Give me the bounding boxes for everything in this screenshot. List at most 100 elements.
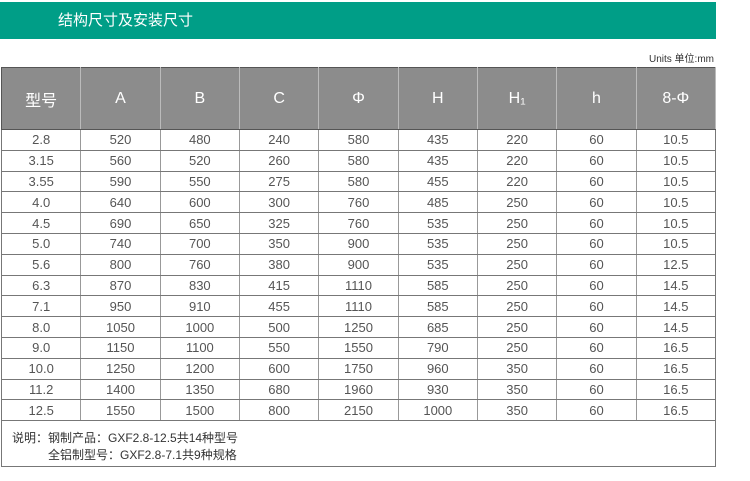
- table-cell: 900: [318, 233, 399, 255]
- table-cell: 1960: [318, 379, 399, 401]
- note-box: 说明：钢制产品：GXF2.8-12.5共14种型号 全铝制型号：GXF2.8-7…: [1, 420, 716, 467]
- table-cell: 1250: [80, 358, 161, 380]
- table-cell: 580: [318, 171, 399, 193]
- table-row: 8.0 1050 1000 500 1250 685 250 60 14.5: [0, 316, 717, 338]
- table-cell: 350: [477, 358, 558, 380]
- table-row: 4.5 690 650 325 760 535 250 60 10.5: [0, 212, 717, 234]
- table-cell: 960: [398, 358, 478, 380]
- table-cell: 7.1: [0, 295, 82, 318]
- table-cell: 5.0: [0, 233, 82, 255]
- table-cell: 680: [239, 379, 320, 401]
- column-header: Φ: [318, 67, 399, 130]
- table-cell: 250: [477, 254, 558, 276]
- table-cell: 60: [556, 171, 637, 193]
- table-cell: 14.5: [636, 316, 717, 338]
- table-cell: 2150: [318, 399, 399, 422]
- note-line-2: 全铝制型号：GXF2.8-7.1共9种规格: [48, 448, 237, 462]
- table-cell: 1750: [318, 358, 399, 380]
- table-cell: 1400: [80, 379, 161, 401]
- table-cell: 520: [80, 129, 161, 151]
- column-header: H₁: [476, 67, 558, 130]
- table-cell: 10.5: [636, 233, 717, 255]
- table-cell: 685: [398, 316, 478, 338]
- table-cell: 435: [398, 129, 478, 151]
- table-cell: 275: [239, 171, 320, 193]
- table-cell: 350: [477, 379, 558, 401]
- table-cell: 560: [80, 150, 161, 172]
- table-cell: 585: [398, 275, 478, 297]
- table-cell: 1550: [80, 399, 161, 422]
- table-cell: 650: [160, 212, 240, 234]
- table-cell: 3.15: [0, 150, 82, 172]
- table-cell: 12.5: [636, 254, 717, 276]
- table-cell: 10.5: [636, 191, 717, 214]
- table-cell: 1000: [160, 316, 240, 338]
- table-cell: 930: [398, 379, 478, 401]
- table-cell: 9.0: [0, 337, 82, 359]
- table-cell: 240: [239, 129, 320, 151]
- table-cell: 590: [80, 171, 161, 193]
- table-cell: 435: [398, 150, 478, 172]
- table-cell: 60: [556, 254, 637, 276]
- table-cell: 250: [477, 191, 558, 214]
- table-cell: 1250: [318, 316, 399, 338]
- table-cell: 60: [556, 316, 637, 338]
- table-cell: 520: [160, 150, 240, 172]
- table-cell: 260: [239, 150, 320, 172]
- table-cell: 250: [477, 295, 558, 318]
- column-header: 型号: [0, 67, 82, 130]
- dimensions-table: 型号 A B C Φ H H₁ h 8-Φ 2.8 520 480 240 580 435 220 60 10.…: [0, 67, 717, 422]
- table-cell: 60: [556, 150, 637, 172]
- column-header: 8-Φ: [635, 67, 717, 130]
- table-cell: 16.5: [636, 358, 717, 380]
- column-header: B: [159, 67, 240, 130]
- table-cell: 585: [398, 295, 478, 318]
- table-cell: 60: [556, 233, 637, 255]
- table-cell: 1500: [160, 399, 240, 422]
- table-row: 11.2 1400 1350 680 1960 930 350 60 16.5: [0, 379, 717, 401]
- table-row: 5.6 800 760 380 900 535 250 60 12.5: [0, 254, 717, 276]
- table-cell: 760: [318, 212, 399, 234]
- table-cell: 60: [556, 358, 637, 380]
- table-cell: 4.0: [0, 191, 82, 214]
- table-row: 5.0 740 700 350 900 535 250 60 10.5: [0, 233, 717, 255]
- table-cell: 580: [318, 150, 399, 172]
- table-cell: 250: [477, 316, 558, 338]
- table-row: 4.0 640 600 300 760 485 250 60 10.5: [0, 191, 717, 214]
- table-cell: 4.5: [0, 212, 82, 234]
- table-cell: 800: [80, 254, 161, 276]
- table-cell: 325: [239, 212, 320, 234]
- table-cell: 1000: [398, 399, 478, 422]
- table-cell: 10.5: [636, 212, 717, 234]
- table-header-row: 型号 A B C Φ H H₁ h 8-Φ: [0, 67, 717, 130]
- table-cell: 1200: [160, 358, 240, 380]
- table-cell: 10.5: [636, 129, 717, 151]
- table-cell: 870: [80, 275, 161, 297]
- table-cell: 760: [318, 191, 399, 214]
- table-cell: 10.5: [636, 150, 717, 172]
- table-cell: 8.0: [0, 316, 82, 338]
- table-cell: 455: [398, 171, 478, 193]
- table-cell: 700: [160, 233, 240, 255]
- table-cell: 1100: [160, 337, 240, 359]
- section-title: 结构尺寸及安装尺寸: [58, 12, 194, 29]
- column-header: C: [238, 67, 320, 130]
- table-cell: 3.55: [0, 171, 82, 193]
- table-cell: 790: [398, 337, 478, 359]
- table-cell: 485: [398, 191, 478, 214]
- table-cell: 1050: [80, 316, 161, 338]
- note-line-1: 说明：钢制产品：GXF2.8-12.5共14种型号: [12, 431, 239, 445]
- table-cell: 800: [239, 399, 320, 422]
- table-row: 3.15 560 520 260 580 435 220 60 10.5: [0, 150, 717, 172]
- table-cell: 14.5: [636, 295, 717, 318]
- table-row: 3.55 590 550 275 580 455 220 60 10.5: [0, 171, 717, 193]
- table-cell: 415: [239, 275, 320, 297]
- table-cell: 16.5: [636, 379, 717, 401]
- table-cell: 350: [477, 399, 558, 422]
- table-cell: 250: [477, 337, 558, 359]
- table-cell: 1110: [318, 275, 399, 297]
- column-header: A: [80, 67, 161, 130]
- table-row: 12.5 1550 1500 800 2150 1000 350 60 16.5: [0, 399, 717, 422]
- table-row: 7.1 950 910 455 1110 585 250 60 14.5: [0, 295, 717, 318]
- table-cell: 600: [160, 191, 240, 214]
